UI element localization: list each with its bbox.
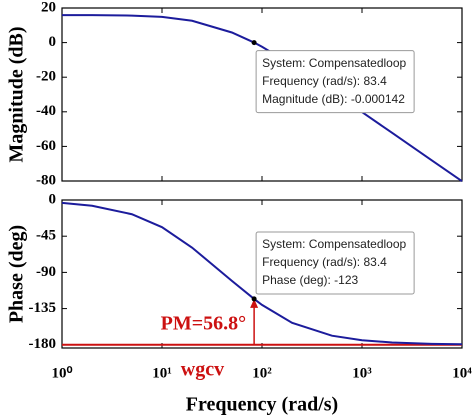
y-axis-label: Magnitude (dB) bbox=[6, 26, 28, 162]
y-tick-label: 0 bbox=[49, 34, 57, 50]
datatip-marker bbox=[251, 296, 257, 302]
y-tick-label: -40 bbox=[36, 103, 56, 119]
x-axis-label: Frequency (rad/s) bbox=[186, 394, 338, 416]
x-tick-label: 10⁴ bbox=[452, 365, 472, 381]
y-tick-label: -80 bbox=[36, 172, 56, 188]
x-tick-label: 10⁰ bbox=[51, 365, 72, 381]
y-tick-label: 0 bbox=[49, 191, 57, 207]
datatip-box bbox=[255, 50, 415, 114]
x-tick-label: 10¹ bbox=[152, 365, 172, 381]
y-tick-label: -45 bbox=[36, 228, 56, 244]
pm-arrow-head bbox=[250, 298, 259, 308]
data-line bbox=[61, 201, 463, 346]
x-tick-label: 10² bbox=[252, 365, 272, 381]
wgc-label: wgcv bbox=[181, 359, 224, 381]
y-tick-label: -60 bbox=[36, 138, 56, 154]
y-tick-label: -90 bbox=[36, 264, 56, 280]
pm-label: PM=56.8° bbox=[161, 312, 247, 334]
y-axis-label: Phase (deg) bbox=[6, 225, 28, 323]
x-tick-label: 10³ bbox=[352, 365, 372, 381]
datatip-line: Magnitude (dB): -0.000142 bbox=[262, 92, 405, 106]
datatip-marker bbox=[251, 40, 257, 46]
y-tick-label: 20 bbox=[41, 0, 56, 15]
y-tick-label: -20 bbox=[36, 69, 56, 85]
datatip-line: System: Compensatedloop bbox=[262, 56, 406, 70]
datatip-line: Frequency (rad/s): 83.4 bbox=[262, 74, 387, 88]
datatip-line: Frequency (rad/s): 83.4 bbox=[262, 255, 387, 269]
y-tick-label: -180 bbox=[29, 336, 57, 352]
datatip-box bbox=[255, 231, 415, 295]
datatip-line: Phase (deg): -123 bbox=[262, 273, 358, 287]
datatip-line: System: Compensatedloop bbox=[262, 237, 406, 251]
y-tick-label: -135 bbox=[29, 300, 57, 316]
data-line bbox=[61, 14, 463, 183]
